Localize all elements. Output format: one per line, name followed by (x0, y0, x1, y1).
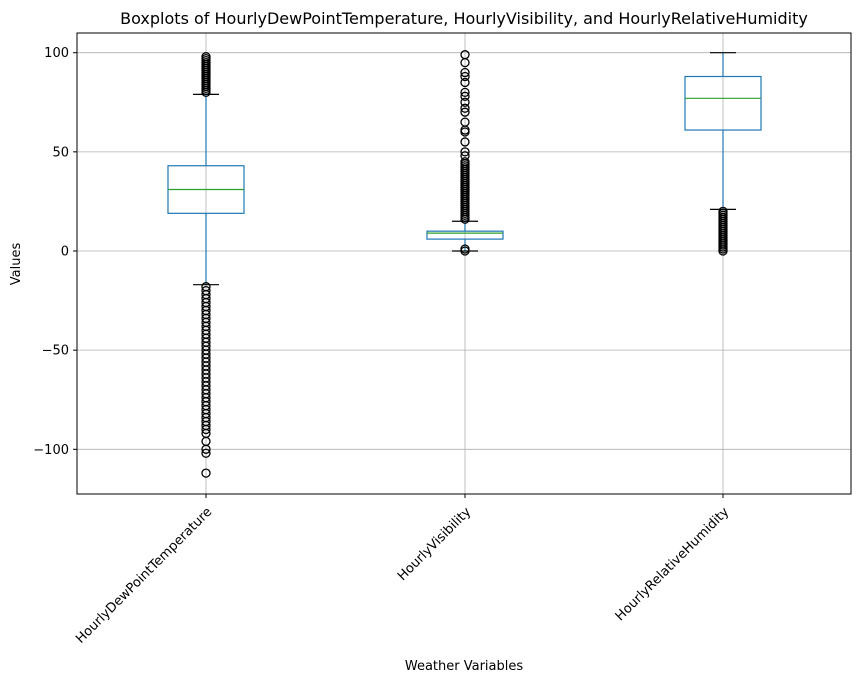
outlier-point (460, 103, 470, 113)
box-iqr (426, 230, 504, 240)
outlier-point (460, 77, 470, 88)
y-tick-label: 0 (61, 245, 69, 260)
y-axis-label: Values (9, 243, 24, 286)
box-group (167, 52, 245, 478)
outlier-point (460, 157, 470, 167)
outlier-point (460, 137, 470, 147)
box-group (426, 50, 504, 256)
outlier-point (460, 91, 470, 101)
outlier-point (201, 468, 211, 478)
x-tick-label: HourlyVisibility (395, 504, 474, 583)
outlier-point (460, 87, 470, 98)
y-tick-label: 50 (52, 145, 69, 160)
outlier-point (201, 448, 211, 458)
grid-layer (77, 33, 851, 494)
outlier-point (460, 151, 470, 161)
y-tick-label: −50 (42, 344, 69, 359)
x-tick-label: HourlyDewPointTemperature (73, 505, 215, 647)
x-tick-label: HourlyRelativeHumidity (613, 504, 733, 624)
outlier-point (201, 52, 211, 62)
chart-title: Boxplots of HourlyDewPointTemperature, H… (120, 9, 808, 28)
outlier-point (460, 50, 470, 60)
x-axis-label: Weather Variables (405, 659, 524, 674)
tick-layer: 100 50 0 −50 −100 HourlyDewPointTemperature Ho… (33, 46, 732, 647)
outlier-point (201, 444, 211, 454)
outlier-point (460, 244, 470, 254)
outlier-point (718, 206, 728, 216)
outlier-point (201, 424, 211, 435)
y-tick-label: 100 (44, 46, 69, 61)
plot-frame (76, 32, 852, 495)
y-tick-label: −100 (33, 443, 69, 458)
outlier-point (460, 97, 470, 107)
box-layer (167, 50, 762, 478)
outlier-point (460, 67, 470, 78)
box-group (684, 52, 762, 256)
box-iqr (684, 75, 762, 131)
outlier-point (460, 107, 470, 117)
outlier-point (460, 147, 470, 157)
outlier-point (460, 71, 470, 82)
outlier-point (460, 117, 470, 127)
